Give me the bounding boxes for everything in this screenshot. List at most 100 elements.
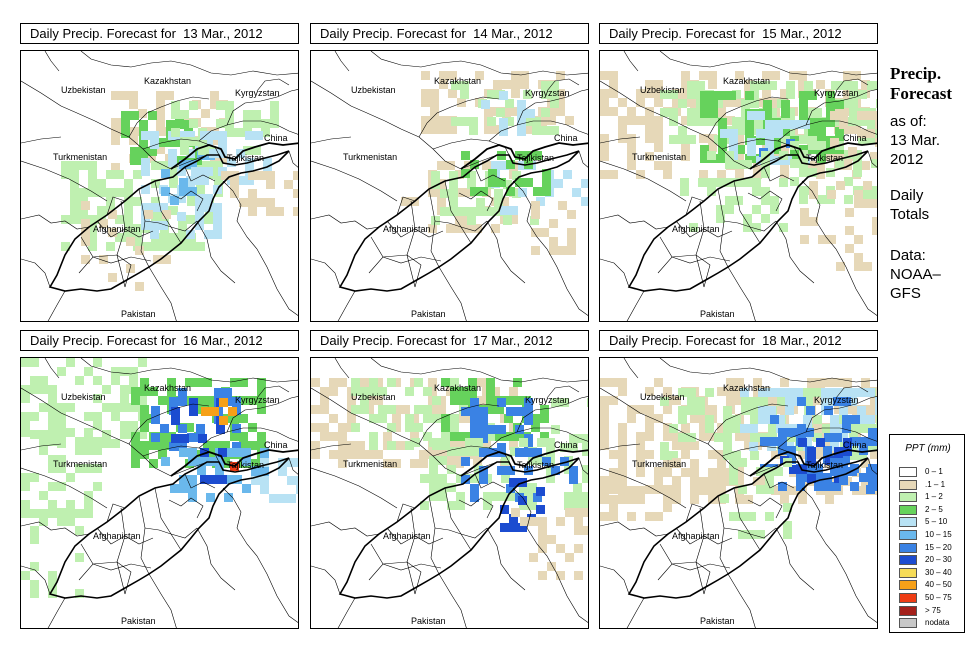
precip-cell xyxy=(690,486,699,495)
precip-cell xyxy=(714,433,723,442)
precip-cell xyxy=(130,147,139,156)
precip-cell xyxy=(845,226,854,235)
precip-cell xyxy=(556,98,565,107)
precip-cell xyxy=(758,388,767,397)
precip-cell xyxy=(150,140,159,149)
precip-cell xyxy=(108,228,117,237)
country-border xyxy=(334,51,350,72)
precip-cell xyxy=(565,553,574,562)
afghanistan-border xyxy=(48,150,290,292)
precip-cell xyxy=(789,486,798,495)
precip-cell xyxy=(21,571,30,580)
precip-cell xyxy=(135,282,144,291)
precip-cell xyxy=(687,406,696,415)
precip-cell xyxy=(141,203,150,212)
precip-cell xyxy=(862,186,871,195)
precip-cell xyxy=(752,187,761,196)
precip-cell xyxy=(499,91,508,100)
panel-title: Daily Precip. Forecast for 17 Mar., 2012 xyxy=(310,330,589,351)
precip-cell xyxy=(663,170,672,179)
precip-cell xyxy=(387,405,396,414)
precip-cell xyxy=(260,466,269,475)
precip-cell xyxy=(124,224,133,233)
precip-cell xyxy=(858,451,867,460)
precip-cell xyxy=(509,215,518,224)
country-label-kyrgyzstan: Kyrgyzstan xyxy=(525,88,570,98)
legend-swatch xyxy=(899,555,917,566)
precip-cell xyxy=(329,432,338,441)
country-border xyxy=(226,396,298,433)
precip-cell xyxy=(120,385,129,394)
precip-cell xyxy=(768,81,777,90)
precip-cell xyxy=(536,197,545,206)
precip-cell xyxy=(866,415,875,424)
precip-cell xyxy=(293,207,298,216)
precip-cell xyxy=(866,388,875,397)
country-border xyxy=(801,487,877,623)
country-border xyxy=(288,150,298,168)
precip-cell xyxy=(654,378,663,387)
precip-cell xyxy=(541,81,550,90)
precip-cell xyxy=(866,129,875,138)
precip-cell xyxy=(699,432,708,441)
precip-cell xyxy=(21,482,30,491)
precip-cell xyxy=(287,458,296,467)
precip-cell xyxy=(654,89,663,98)
precip-cell xyxy=(842,424,851,433)
precip-cell xyxy=(524,178,533,187)
country-border xyxy=(256,385,290,399)
precip-cell xyxy=(470,493,479,502)
precip-cell xyxy=(735,71,744,80)
precip-cell xyxy=(470,398,479,407)
precip-cell xyxy=(102,430,111,439)
precip-cell xyxy=(456,474,465,483)
precip-cell xyxy=(168,149,177,158)
precip-cell xyxy=(111,403,120,412)
precip-cell xyxy=(159,221,168,230)
precip-cell xyxy=(158,396,167,405)
precip-cell xyxy=(618,485,627,494)
precip-cell xyxy=(687,397,696,406)
precip-cell xyxy=(88,161,97,170)
precip-cell xyxy=(854,199,863,208)
precip-cell xyxy=(428,450,437,459)
precip-cell xyxy=(825,495,834,504)
tajik-china-border xyxy=(170,449,298,477)
country-label-uzbekistan: Uzbekistan xyxy=(61,392,106,402)
precip-cell xyxy=(857,111,866,120)
precip-cell xyxy=(167,387,176,396)
precip-cell xyxy=(708,143,717,152)
precip-cell xyxy=(232,442,241,451)
country-border xyxy=(600,80,641,107)
precip-cell xyxy=(741,99,750,108)
precip-cell xyxy=(365,405,374,414)
precip-cell xyxy=(140,414,149,423)
precip-cell xyxy=(839,476,848,485)
precip-cell xyxy=(200,167,209,176)
precip-cell xyxy=(681,450,690,459)
precip-cell xyxy=(115,188,124,197)
precip-cell xyxy=(814,464,823,473)
precip-cell xyxy=(672,485,681,494)
precip-cell xyxy=(509,514,518,523)
precip-cell xyxy=(859,437,868,446)
precip-cell xyxy=(430,125,439,134)
precip-cell xyxy=(482,161,491,170)
precip-cell xyxy=(419,459,428,468)
precip-cell xyxy=(803,415,812,424)
precip-cell xyxy=(830,415,839,424)
precip-cell xyxy=(743,223,752,232)
precip-cell xyxy=(752,205,761,214)
precip-cell xyxy=(451,81,460,90)
precip-cell xyxy=(468,387,477,396)
precip-cell xyxy=(582,465,588,474)
precip-cell xyxy=(799,100,808,109)
precip-cell xyxy=(212,441,221,450)
precip-cell xyxy=(609,450,618,459)
precip-cell xyxy=(681,468,690,477)
precip-cell xyxy=(645,405,654,414)
precip-cell xyxy=(512,189,521,198)
precip-cell xyxy=(506,466,515,475)
precip-cell xyxy=(609,170,618,179)
precip-cell xyxy=(745,154,754,163)
